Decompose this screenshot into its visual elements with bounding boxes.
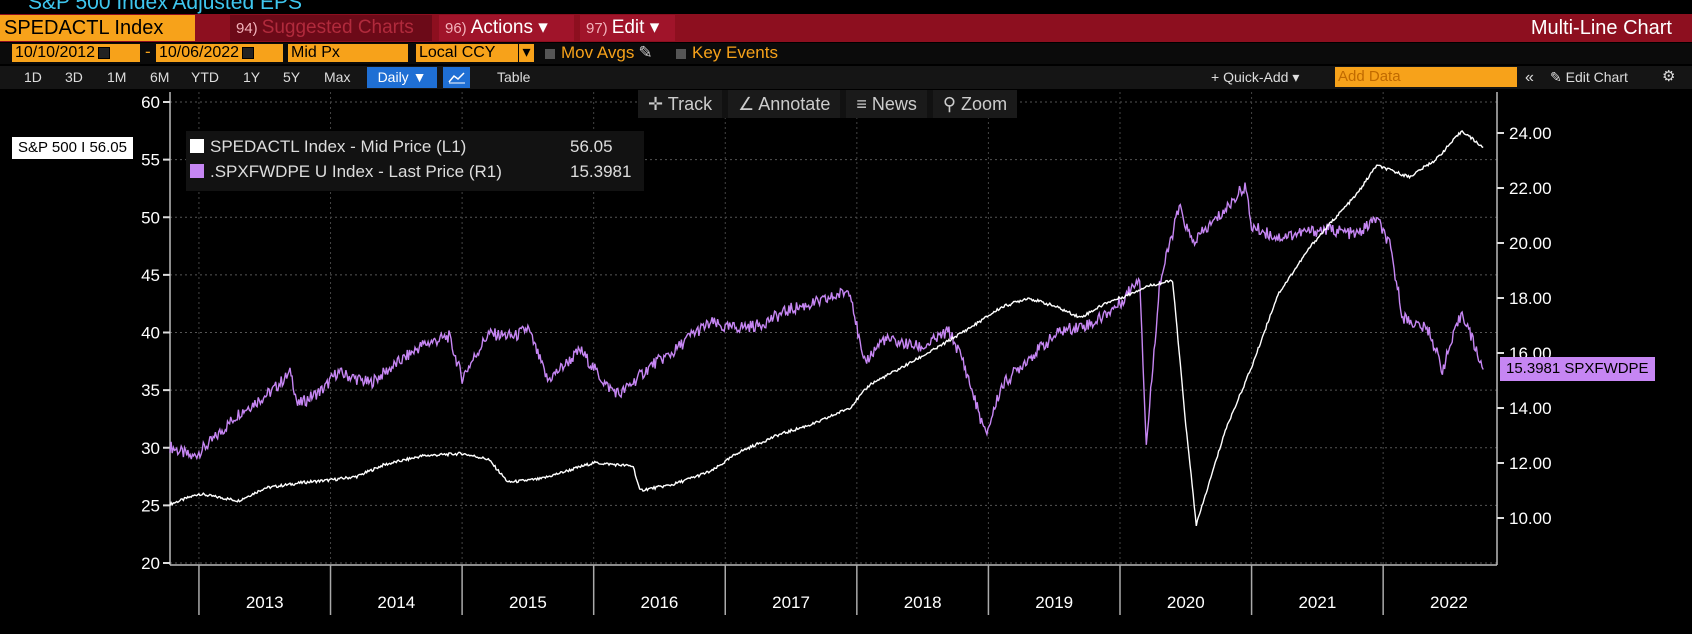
range-ytd[interactable]: YTD (191, 69, 219, 85)
chart-type-label: Multi-Line Chart (1530, 17, 1672, 39)
page-title: S&P 500 Index Adjusted EPS (28, 0, 302, 14)
actions-label: Actions ▾ (470, 17, 548, 38)
right-tick-label: 20.00 (1509, 234, 1552, 253)
end-date-value: 10/06/2022 (159, 44, 240, 61)
ticker-input[interactable]: SPEDACTL Index (0, 15, 195, 41)
range-1d[interactable]: 1D (24, 69, 42, 85)
edit-chart-button[interactable]: ✎ Edit Chart (1550, 69, 1628, 85)
left-axis-current-label: S&P 500 I 56.05 (12, 137, 133, 159)
track-tool[interactable]: ✛ Track (638, 90, 723, 118)
x-tick-label: 2017 (772, 593, 810, 612)
mov-avgs-toggle[interactable]: Mov Avgs ✎ (545, 43, 653, 63)
tab-number: 94) (236, 20, 258, 37)
chart-legend[interactable]: SPEDACTL Index - Mid Price (L1) 56.05 .S… (186, 131, 644, 191)
x-tick-label: 2018 (904, 593, 942, 612)
mov-avgs-label: Mov Avgs (561, 43, 635, 62)
series-eps-line (169, 129, 1484, 527)
series-pe-line (169, 182, 1484, 461)
x-tick-label: 2014 (377, 593, 415, 612)
range-max[interactable]: Max (324, 69, 351, 85)
range-1y[interactable]: 1Y (243, 69, 261, 85)
legend-entry-pe[interactable]: .SPXFWDPE U Index - Last Price (R1) 15.3… (190, 162, 631, 182)
left-tick-label: 50 (141, 208, 160, 227)
key-events-label: Key Events (692, 43, 778, 62)
table-button[interactable]: Table (497, 69, 531, 85)
track-label: Track (667, 94, 713, 114)
end-date-field[interactable]: 10/06/2022 (156, 44, 283, 62)
quick-add-button[interactable]: + Quick-Add ▾ (1211, 69, 1300, 85)
left-tick-label: 20 (141, 554, 160, 573)
right-tick-label: 22.00 (1509, 179, 1552, 198)
right-tick-label: 18.00 (1509, 289, 1552, 308)
edit-menu-button[interactable]: 97) Edit ▾ (580, 15, 675, 41)
pencil-icon[interactable]: ✎ (638, 43, 653, 62)
range-1m[interactable]: 1M (107, 69, 127, 85)
key-events-toggle[interactable]: Key Events (676, 43, 778, 63)
frequency-select[interactable]: Daily ▼ (367, 67, 437, 88)
x-tick-label: 2013 (246, 593, 284, 612)
legend-swatch (190, 164, 204, 178)
checkbox-icon (676, 48, 686, 59)
suggested-charts-tab[interactable]: 94) Suggested Charts (230, 15, 432, 41)
crosshair-icon: ✛ (648, 94, 668, 114)
left-tick-label: 45 (141, 266, 160, 285)
window-title-strip: S&P 500 Index Adjusted EPS (0, 0, 1692, 14)
range-6m[interactable]: 6M (150, 69, 170, 85)
add-data-input[interactable]: Add Data (1335, 67, 1517, 87)
legend-series-name: .SPXFWDPE U Index - Last Price (R1) (210, 162, 502, 181)
annotate-tool[interactable]: ∠ Annotate (728, 90, 841, 118)
chart-toolbar: ✛ Track ∠ Annotate ≡ News ⚲ Zoom (638, 90, 1018, 118)
actions-menu-button[interactable]: 96) Actions ▾ (439, 15, 574, 41)
annotate-pencil-icon: ∠ (738, 94, 759, 114)
calendar-icon[interactable] (242, 46, 255, 59)
annotate-label: Annotate (758, 94, 831, 114)
x-tick-label: 2019 (1035, 593, 1073, 612)
collapse-icon[interactable]: « (1525, 69, 1534, 86)
currency-dropdown-icon[interactable]: ▾ (519, 44, 534, 62)
x-tick-label: 2022 (1430, 593, 1468, 612)
x-tick-label: 2020 (1167, 593, 1205, 612)
left-tick-label: 40 (141, 324, 160, 343)
right-tick-label: 24.00 (1509, 124, 1552, 143)
suggested-charts-label: Suggested Charts (261, 17, 414, 38)
legend-series-name: SPEDACTL Index - Mid Price (L1) (210, 137, 467, 156)
chart-series (169, 129, 1484, 527)
right-tick-label: 10.00 (1509, 509, 1552, 528)
price-field-select[interactable]: Mid Px (288, 44, 408, 62)
start-date-field[interactable]: 10/10/2012 (12, 44, 140, 62)
line-chart-icon[interactable] (443, 67, 470, 88)
zoom-label: Zoom (961, 94, 1008, 114)
right-tick-label: 14.00 (1509, 399, 1552, 418)
tab-number: 96) (445, 20, 467, 37)
start-date-value: 10/10/2012 (15, 44, 96, 61)
legend-entry-eps[interactable]: SPEDACTL Index - Mid Price (L1) 56.05 (190, 137, 613, 157)
range-3d[interactable]: 3D (65, 69, 83, 85)
left-tick-label: 60 (141, 93, 160, 112)
gear-icon[interactable]: ⚙ (1662, 68, 1676, 85)
right-tick-label: 12.00 (1509, 454, 1552, 473)
x-tick-label: 2016 (641, 593, 679, 612)
date-separator: - (145, 42, 151, 61)
news-tool[interactable]: ≡ News (846, 90, 927, 118)
checkbox-icon (545, 48, 555, 59)
left-tick-label: 30 (141, 439, 160, 458)
left-tick-label: 25 (141, 496, 160, 515)
x-tick-label: 2015 (509, 593, 547, 612)
zoom-tool[interactable]: ⚲ Zoom (932, 90, 1018, 118)
currency-select[interactable]: Local CCY (416, 44, 518, 62)
legend-last-value: 56.05 (570, 137, 613, 156)
tab-number: 97) (586, 20, 608, 37)
left-tick-label: 55 (141, 151, 160, 170)
right-axis-current-label: 15.3981 SPXFWDPE (1500, 357, 1655, 381)
edit-label: Edit ▾ (611, 17, 660, 38)
calendar-icon[interactable] (98, 46, 111, 59)
news-label: News (871, 94, 917, 114)
range-5y[interactable]: 5Y (283, 69, 301, 85)
legend-last-value: 15.3981 (570, 162, 632, 181)
news-lines-icon: ≡ (856, 94, 872, 114)
legend-swatch (190, 139, 204, 153)
x-tick-label: 2021 (1298, 593, 1336, 612)
zoom-magnifier-icon: ⚲ (942, 94, 962, 114)
left-tick-label: 35 (141, 381, 160, 400)
